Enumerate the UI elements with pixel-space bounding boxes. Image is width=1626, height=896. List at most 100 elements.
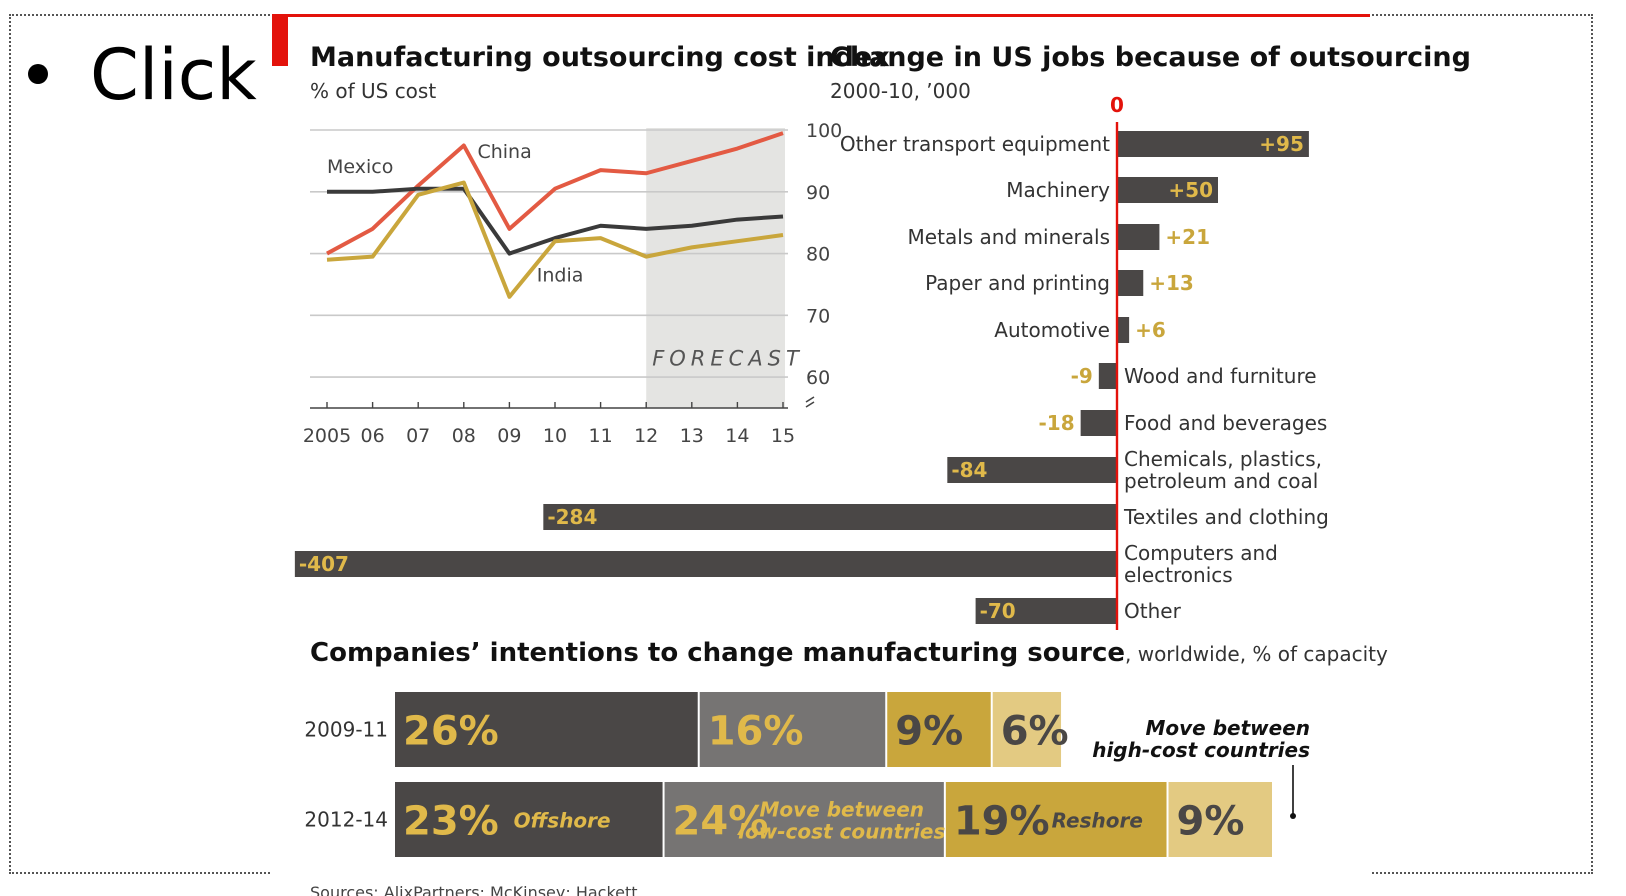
cost-index-subtitle: % of US cost bbox=[310, 79, 436, 103]
forecast-band bbox=[646, 128, 785, 408]
segment-0-0 bbox=[395, 692, 698, 767]
job-value-6: -18 bbox=[1038, 411, 1074, 435]
y-tick-label-70: 70 bbox=[806, 305, 830, 327]
segment-name-1-0: Move between bbox=[760, 798, 925, 822]
axis-break-icon bbox=[805, 396, 815, 408]
y-tick-label-80: 80 bbox=[806, 244, 830, 266]
segment-1-2 bbox=[945, 782, 1167, 857]
job-category-8-0: Textiles and clothing bbox=[1123, 505, 1329, 529]
segment-pct-1-3: 9% bbox=[1177, 799, 1245, 845]
segment-0-1 bbox=[699, 692, 886, 767]
segment-0-2 bbox=[887, 692, 991, 767]
segment-pct-0-1: 16% bbox=[708, 709, 804, 755]
bullet-dot-icon bbox=[28, 63, 48, 84]
job-bar-8 bbox=[543, 504, 1117, 530]
x-tick-label-2007: 07 bbox=[406, 425, 430, 447]
job-value-9: -407 bbox=[299, 552, 349, 576]
job-bar-5 bbox=[1098, 363, 1117, 389]
series-label-mexico: Mexico bbox=[327, 156, 393, 178]
segment-0-3 bbox=[992, 692, 1062, 767]
job-category-9-0: Computers and bbox=[1124, 541, 1278, 565]
intentions-subtitle: , worldwide, % of capacity bbox=[1125, 642, 1388, 666]
job-value-4: +6 bbox=[1135, 318, 1166, 342]
job-bar-3 bbox=[1117, 270, 1144, 296]
segment-name-2-0: Reshore bbox=[1052, 809, 1143, 833]
series-line-china bbox=[326, 131, 784, 256]
job-category-7-1: petroleum and coal bbox=[1124, 469, 1318, 493]
intentions-title-line: Companies’ intentions to change manufact… bbox=[310, 638, 1388, 668]
us-jobs-chart: Change in US jobs because of outsourcing… bbox=[294, 42, 1471, 630]
us-jobs-bars: 0 +95 Other transport equipment +50 Machiner… bbox=[294, 93, 1329, 630]
series-label-india: India bbox=[537, 264, 584, 286]
series-label-china: China bbox=[477, 141, 531, 163]
job-value-0: +95 bbox=[1259, 132, 1304, 156]
job-category-10-0: Other bbox=[1124, 599, 1182, 623]
job-value-10: -70 bbox=[980, 599, 1016, 623]
segment-pct-0-3: 6% bbox=[1001, 709, 1069, 755]
cost-index-grid: 60 70 80 90 100 bbox=[310, 120, 842, 389]
job-category-0-0: Other transport equipment bbox=[840, 132, 1110, 156]
job-value-7: -84 bbox=[951, 458, 987, 482]
segment-pct-0-2: 9% bbox=[895, 709, 963, 755]
job-bar-4 bbox=[1117, 317, 1130, 343]
job-bar-9 bbox=[294, 551, 1117, 577]
us-jobs-title: Change in US jobs because of outsourcing bbox=[830, 42, 1471, 73]
y-tick-label-100: 100 bbox=[806, 120, 842, 142]
red-corner-tab bbox=[272, 14, 288, 66]
job-category-5-0: Wood and furniture bbox=[1124, 364, 1317, 388]
sources-note: Sources: AlixPartners; McKinsey; Hackett bbox=[310, 883, 638, 896]
series-line-india bbox=[326, 180, 784, 299]
job-bar-6 bbox=[1080, 410, 1117, 436]
cost-index-title: Manufacturing outsourcing cost index bbox=[310, 42, 890, 73]
segment-1-1 bbox=[664, 782, 944, 857]
cost-index-x-axis: 2005 06 07 08 09 10 11 12 13 14 15 bbox=[303, 396, 815, 447]
period-label-1: 2012-14 bbox=[304, 808, 388, 832]
segment-name-1-1: low-cost countries bbox=[738, 820, 945, 844]
y-tick-label-90: 90 bbox=[806, 182, 830, 204]
callout-dot-icon bbox=[1290, 813, 1296, 819]
x-tick-label-2012: 12 bbox=[634, 425, 658, 447]
x-tick-label-2006: 06 bbox=[361, 425, 385, 447]
bullet-text: Click t bbox=[90, 34, 307, 116]
job-bar-0 bbox=[1117, 131, 1309, 157]
segment-1-0 bbox=[395, 782, 663, 857]
job-value-5: -9 bbox=[1071, 364, 1093, 388]
segment-pct-1-2: 19% bbox=[954, 799, 1050, 845]
us-jobs-subtitle: 2000-10, ’000 bbox=[830, 79, 971, 103]
x-tick-label-2015: 15 bbox=[771, 425, 795, 447]
job-value-2: +21 bbox=[1165, 225, 1210, 249]
intentions-title: Companies’ intentions to change manufact… bbox=[310, 638, 1125, 668]
callout-label-0: Move between bbox=[1146, 716, 1311, 740]
forecast-label: FORECAST bbox=[652, 347, 804, 371]
cost-index-chart: Manufacturing outsourcing cost index % o… bbox=[303, 42, 890, 447]
x-tick-label-2010: 10 bbox=[543, 425, 567, 447]
job-category-7-0: Chemicals, plastics, bbox=[1124, 447, 1322, 471]
x-tick-label-2009: 09 bbox=[497, 425, 521, 447]
x-tick-label-2013: 13 bbox=[680, 425, 704, 447]
job-bar-7 bbox=[947, 457, 1117, 483]
period-label-0: 2009-11 bbox=[304, 718, 388, 742]
job-value-1: +50 bbox=[1168, 178, 1213, 202]
segment-pct-0-0: 26% bbox=[403, 709, 499, 755]
job-category-1-0: Machinery bbox=[1006, 178, 1110, 202]
intentions-bars: 2009-11 26% 16% 9% 6%2012-14 23% Offshore 24%Mo… bbox=[304, 692, 1310, 857]
job-bar-10 bbox=[975, 598, 1117, 624]
job-category-9-1: electronics bbox=[1124, 563, 1233, 587]
bullet-point[interactable]: Click t bbox=[28, 30, 307, 120]
segment-pct-1-1: 24% bbox=[673, 799, 769, 845]
job-value-3: +13 bbox=[1149, 271, 1194, 295]
intentions-chart: Companies’ intentions to change manufact… bbox=[304, 638, 1388, 857]
job-bar-2 bbox=[1117, 224, 1160, 250]
segment-pct-1-0: 23% bbox=[403, 799, 499, 845]
job-category-2-0: Metals and minerals bbox=[908, 225, 1110, 249]
segment-name-0-0: Offshore bbox=[514, 809, 611, 833]
job-category-3-0: Paper and printing bbox=[925, 271, 1110, 295]
series-line-mexico bbox=[327, 186, 784, 256]
callout-label-1: high-cost countries bbox=[1092, 738, 1310, 762]
y-tick-label-60: 60 bbox=[806, 367, 830, 389]
cost-index-series: China Mexico India bbox=[326, 131, 784, 299]
job-category-6-0: Food and beverages bbox=[1124, 411, 1327, 435]
job-bar-1 bbox=[1117, 177, 1218, 203]
red-top-rule bbox=[272, 14, 1370, 17]
